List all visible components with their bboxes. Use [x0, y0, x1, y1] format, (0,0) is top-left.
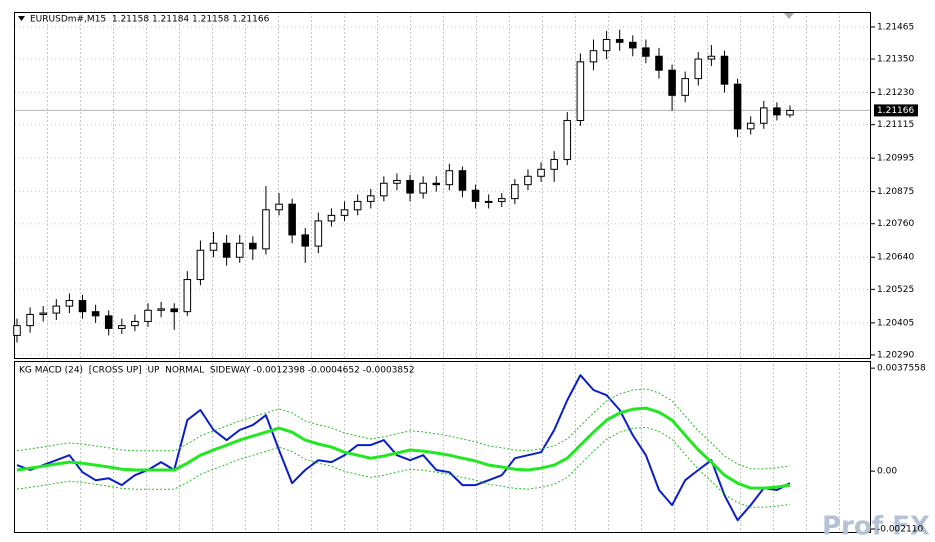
candle-body — [157, 308, 165, 311]
candle-body — [458, 170, 467, 191]
candle-body — [576, 61, 585, 121]
candle-body — [432, 182, 441, 186]
candle-body — [65, 300, 74, 307]
candle-body — [629, 41, 637, 49]
candle-body — [746, 122, 755, 130]
candle-body — [668, 69, 676, 96]
candle-body — [733, 83, 742, 130]
candle-body — [615, 39, 624, 43]
candle-body — [419, 182, 427, 194]
candle-body — [275, 203, 283, 211]
y-tick-label: 1.21230 — [877, 88, 914, 98]
candle-body — [681, 78, 689, 96]
candle-body — [222, 242, 231, 258]
y-tick-label: 1.20760 — [877, 219, 914, 229]
candle-body — [209, 242, 218, 251]
series-line — [16, 426, 791, 508]
current-price-box — [874, 104, 918, 117]
candle-body — [144, 309, 152, 322]
candle-body — [471, 189, 480, 202]
y-tick-label: 1.21115 — [877, 120, 914, 130]
indicator-title: KG MACD (24) [CROSS UP] UP NORMAL SIDEWA… — [19, 366, 415, 376]
candle-body — [380, 182, 388, 197]
y-tick-label: 1.21465 — [877, 22, 914, 32]
y-tick-label: 0.0037558 — [877, 364, 926, 374]
candle-body — [707, 55, 716, 60]
watermark: Prof FX — [822, 512, 930, 542]
candle-body — [196, 249, 205, 281]
candle-body — [288, 203, 296, 236]
candle-body — [720, 55, 729, 85]
y-tick-label: 1.20290 — [877, 350, 914, 360]
candle-body — [497, 198, 506, 202]
series-line — [16, 388, 791, 470]
candle-body — [118, 325, 126, 329]
candle-body — [786, 109, 794, 116]
candle-body — [39, 312, 47, 315]
candle-body — [602, 39, 611, 52]
candle-body — [13, 325, 21, 336]
candle-body — [760, 107, 768, 124]
candle-body — [550, 159, 558, 170]
y-tick-label: 1.20640 — [877, 253, 914, 263]
candle-body — [249, 242, 257, 250]
candle-body — [511, 184, 519, 200]
candle-body — [52, 305, 61, 314]
candle-body — [642, 47, 650, 57]
current-price-label: 1.21166 — [877, 106, 914, 116]
candle-body — [563, 119, 572, 161]
menu-arrow[interactable] — [18, 16, 25, 21]
series-line — [16, 406, 791, 490]
candle-body — [353, 200, 362, 211]
candle-body — [406, 179, 414, 194]
candle-body — [262, 209, 270, 250]
y-tick-label: 0.00 — [877, 467, 897, 477]
main-panel — [14, 12, 871, 359]
candle-body — [78, 300, 87, 313]
y-tick-label: -0.002110 — [877, 524, 923, 534]
candle-body — [301, 234, 310, 247]
candle-body — [183, 279, 192, 313]
y-tick-label: 1.20525 — [877, 285, 914, 295]
candle-body — [537, 168, 545, 177]
y-tick-label: 1.20405 — [877, 318, 914, 328]
y-tick-label: 1.20995 — [877, 154, 914, 164]
candle-body — [694, 58, 703, 80]
y-tick-label: 1.21350 — [877, 55, 914, 65]
candle-body — [366, 195, 375, 202]
candle-body — [773, 107, 781, 116]
shift-marker — [784, 13, 794, 19]
candle-body — [314, 220, 323, 247]
candle-body — [589, 50, 598, 63]
candle-body — [170, 308, 178, 313]
candle-body — [655, 55, 663, 71]
candle-body — [131, 320, 139, 327]
chart-title: EURUSDm#,M15 1.21158 1.21184 1.21158 1.2… — [30, 15, 270, 25]
indicator-panel — [14, 361, 871, 533]
candle-body — [327, 214, 336, 222]
candle-body — [393, 179, 401, 184]
y-tick-label: 1.20875 — [877, 187, 914, 197]
candle-body — [91, 311, 100, 317]
candle-body — [445, 170, 454, 186]
candle-body — [524, 175, 532, 186]
candle-body — [340, 209, 349, 216]
candle-body — [26, 313, 34, 327]
candle-body — [104, 315, 113, 329]
candle-body — [484, 200, 493, 203]
candle-body — [235, 242, 244, 258]
